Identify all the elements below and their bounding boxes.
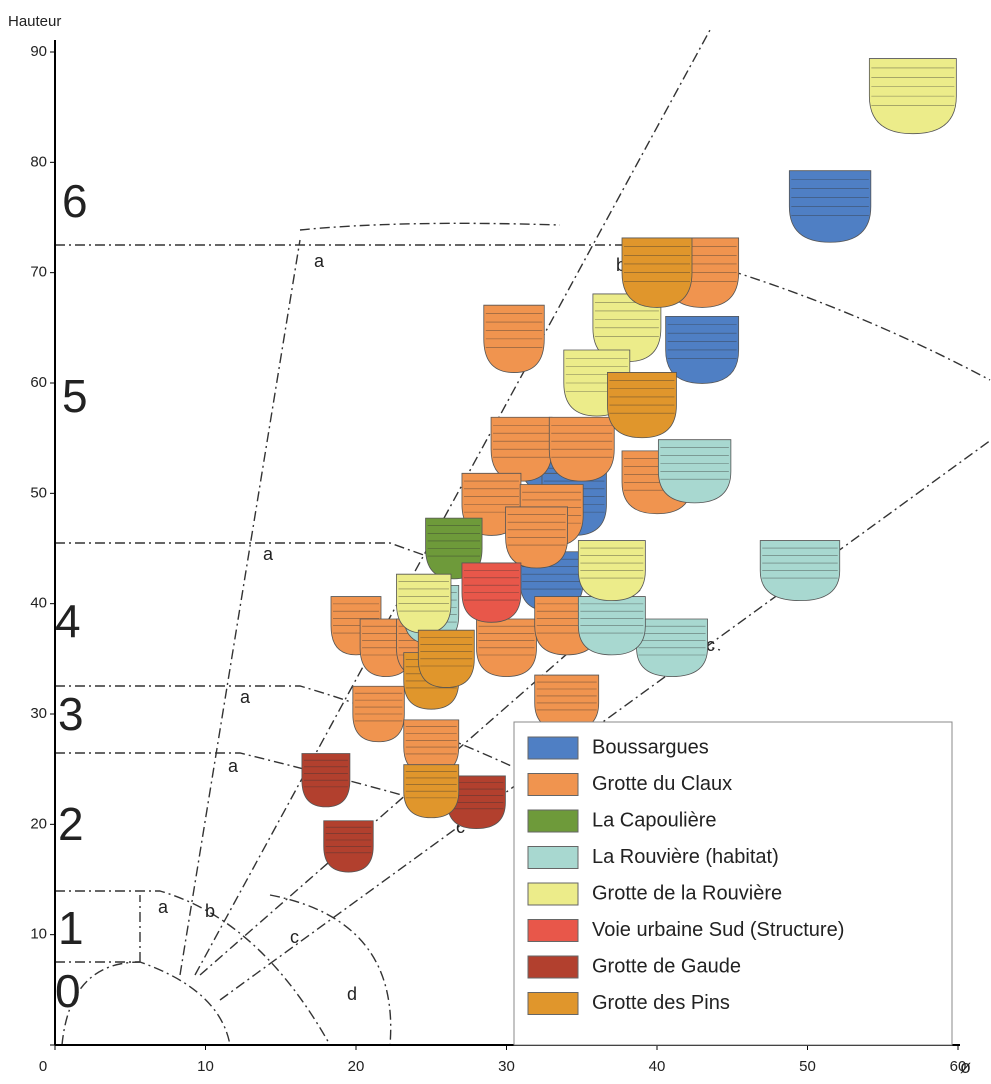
- legend-label: Grotte des Pins: [592, 992, 730, 1014]
- zone-label: a: [228, 756, 239, 776]
- zone-label: b: [616, 255, 626, 275]
- legend-swatch: [527, 809, 579, 833]
- class-label: 4: [55, 595, 81, 647]
- zone-label: c: [706, 635, 715, 655]
- legend-swatch: [527, 992, 579, 1015]
- pot: [665, 315, 740, 384]
- legend-label: Grotte de Gaude: [592, 955, 741, 977]
- y-tick-label: 60: [30, 374, 47, 391]
- y-tick-label: 10: [30, 926, 47, 943]
- class-label: 1: [58, 902, 84, 954]
- pot: [621, 237, 693, 308]
- pot: [352, 685, 405, 743]
- legend-label: Grotte du Claux: [592, 773, 732, 795]
- pot: [403, 764, 460, 819]
- y-tick-label: 90: [30, 43, 47, 60]
- legend-label: La Rouvière (habitat): [592, 846, 779, 868]
- pot: [396, 573, 452, 634]
- x-tick-label: 10: [197, 1058, 214, 1075]
- x-tick-label: 60: [950, 1058, 967, 1075]
- legend-swatch: [527, 955, 579, 979]
- pot: [301, 753, 351, 808]
- y-tick-label: 40: [30, 595, 47, 612]
- pot: [636, 618, 708, 678]
- zone-label: a: [240, 687, 251, 707]
- zone-label: c: [290, 927, 299, 947]
- pot: [490, 416, 553, 482]
- class-label: 3: [58, 688, 84, 740]
- class-label: 2: [58, 798, 84, 850]
- zone-label: a: [263, 544, 274, 564]
- y-tick-label: 50: [30, 484, 47, 501]
- pot: [505, 506, 568, 569]
- y-axis-label: Hauteur: [8, 13, 61, 30]
- y-tick-label: 70: [30, 264, 47, 281]
- legend-swatch: [527, 846, 579, 869]
- legend-label: Boussargues: [592, 736, 709, 758]
- legend-swatch: [527, 773, 579, 796]
- pot: [657, 439, 732, 504]
- pot: [788, 170, 872, 243]
- pot: [759, 540, 841, 601]
- pot: [548, 416, 615, 482]
- pot: [577, 540, 646, 601]
- pot: [461, 562, 522, 623]
- x-tick-label: 30: [498, 1058, 515, 1075]
- zone-label: d: [347, 984, 357, 1004]
- pot: [483, 304, 545, 373]
- y-tick-label: 80: [30, 153, 47, 170]
- class-label: 6: [62, 175, 88, 227]
- legend-label: Voie urbaine Sud (Structure): [592, 919, 844, 941]
- pot: [607, 372, 677, 439]
- pot: [577, 596, 646, 656]
- y-tick-label: 20: [30, 815, 47, 832]
- legend-label: La Capoulière: [592, 809, 717, 831]
- legend-label: Grotte de la Rouvière: [592, 882, 782, 904]
- class-label: 0: [55, 965, 81, 1017]
- pot: [417, 629, 475, 688]
- x-tick-label: 40: [649, 1058, 666, 1075]
- zone-label: a: [314, 251, 325, 271]
- x-tick-label: 50: [799, 1058, 816, 1075]
- x-tick-label: 20: [348, 1058, 365, 1075]
- pot: [447, 775, 506, 830]
- pot: [323, 820, 374, 873]
- x-axis-label: ø: [960, 1057, 971, 1077]
- y-tick-label: 30: [30, 705, 47, 722]
- zone-label: a: [158, 897, 169, 917]
- legend-swatch: [527, 919, 579, 942]
- zone-label: b: [205, 901, 215, 921]
- x-tick-label: 0: [39, 1058, 47, 1075]
- legend: Boussargues Grotte du Claux La Capoulière L…: [513, 721, 953, 1046]
- pot: [476, 618, 537, 678]
- class-label: 5: [62, 370, 88, 422]
- legend-box: [513, 721, 953, 1046]
- legend-swatch: [527, 882, 579, 906]
- pot: [868, 58, 957, 135]
- zone-label: c: [456, 817, 465, 837]
- legend-swatch: [527, 736, 579, 760]
